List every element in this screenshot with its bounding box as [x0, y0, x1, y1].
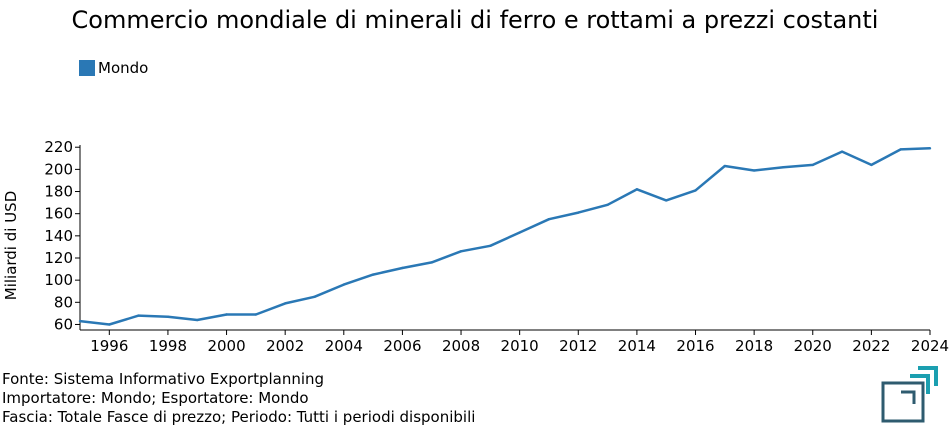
x-tick-label: 2010	[501, 337, 539, 355]
data-point	[166, 315, 170, 318]
data-point	[606, 203, 609, 207]
data-point	[840, 150, 844, 153]
footer-source: Fonte: Sistema Informativo Exportplannin…	[2, 370, 325, 388]
data-point	[78, 319, 82, 323]
data-point	[459, 250, 463, 253]
x-tick-label: 2022	[852, 337, 890, 355]
data-point	[811, 163, 814, 167]
x-tick-label: 1998	[149, 337, 187, 355]
x-tick-label: 2020	[794, 337, 832, 355]
x-tick-label: 2018	[735, 337, 773, 355]
y-tick-label: 60	[54, 315, 73, 333]
y-tick-label: 80	[54, 293, 73, 311]
x-tick-label: 2000	[207, 337, 245, 355]
x-tick-label: 2024	[911, 337, 949, 355]
legend: Mondo	[79, 59, 148, 77]
data-point	[342, 283, 345, 286]
data-point	[401, 266, 404, 270]
data-point	[313, 295, 316, 298]
data-point	[782, 165, 785, 169]
y-tick-label: 160	[44, 205, 73, 223]
data-point	[899, 148, 902, 151]
x-tick-label: 2004	[325, 337, 363, 355]
footer-filters: Importatore: Mondo; Esportatore: Mondo	[2, 389, 309, 407]
x-tick-label: 2012	[559, 337, 597, 355]
data-point	[283, 302, 287, 305]
y-tick-label: 100	[44, 271, 73, 289]
data-point	[430, 261, 433, 264]
chart-title: Commercio mondiale di minerali di ferro …	[71, 6, 879, 34]
data-point	[547, 218, 551, 221]
data-point	[577, 211, 580, 214]
data-point	[752, 169, 756, 172]
legend-label: Mondo	[98, 59, 149, 77]
y-tick-label: 140	[44, 227, 73, 245]
legend-swatch	[79, 60, 95, 76]
series-line-mondo	[79, 147, 931, 326]
data-point	[196, 318, 199, 322]
data-point	[635, 188, 639, 191]
footer: Fonte: Sistema Informativo Exportplannin…	[2, 370, 475, 427]
x-tick-label: 2014	[618, 337, 656, 355]
data-point	[928, 147, 932, 150]
y-tick-label: 200	[44, 160, 73, 178]
x-tick-label: 2002	[266, 337, 304, 355]
data-point	[723, 164, 727, 168]
data-point	[254, 313, 258, 316]
data-point	[665, 199, 668, 202]
data-point	[225, 313, 228, 316]
data-point	[870, 163, 873, 167]
x-tick-label: 2006	[383, 337, 421, 355]
y-tick-label: 120	[44, 249, 73, 267]
x-tick-label: 2016	[676, 337, 714, 355]
y-axis-label: Miliardi di USD	[2, 191, 20, 301]
data-point	[489, 244, 492, 248]
footer-period: Fascia: Totale Fasce di prezzo; Periodo:…	[2, 408, 476, 426]
data-point	[108, 323, 111, 326]
data-point	[137, 314, 140, 317]
y-tick-label: 220	[44, 138, 73, 156]
data-point	[371, 273, 375, 276]
y-tick-label: 180	[44, 183, 73, 201]
x-tick-label: 2008	[442, 337, 480, 355]
data-point	[518, 231, 521, 234]
data-point	[694, 189, 697, 192]
exportplanning-logo-icon	[881, 366, 938, 423]
x-tick-label: 1996	[90, 337, 128, 355]
